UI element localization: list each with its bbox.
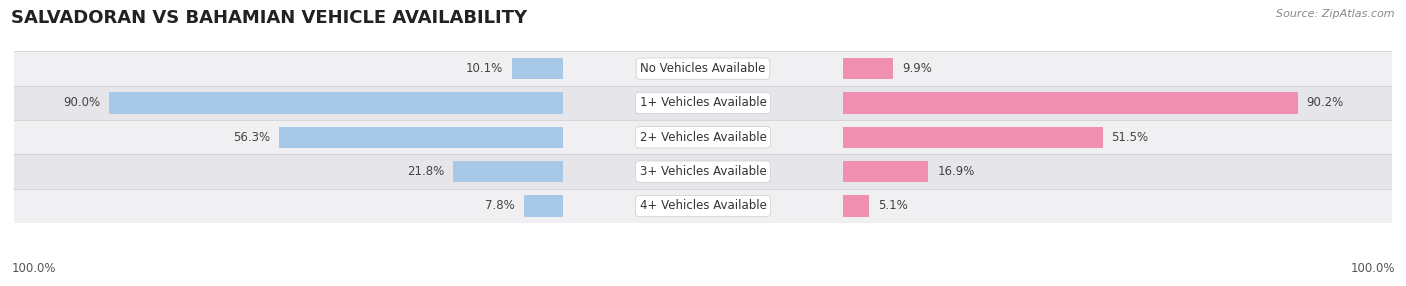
Text: 90.2%: 90.2% — [1306, 96, 1344, 110]
Text: 9.9%: 9.9% — [901, 62, 932, 75]
Text: 16.9%: 16.9% — [938, 165, 974, 178]
Bar — [14, 86, 1392, 120]
Text: 100.0%: 100.0% — [1350, 262, 1395, 275]
Text: 7.8%: 7.8% — [485, 199, 515, 212]
Text: 5.1%: 5.1% — [877, 199, 907, 212]
Text: 2+ Vehicles Available: 2+ Vehicles Available — [640, 131, 766, 144]
Bar — [453, 161, 562, 182]
Bar — [14, 120, 1392, 154]
Bar — [512, 58, 562, 79]
Text: 90.0%: 90.0% — [63, 96, 100, 110]
Bar — [14, 189, 1392, 223]
Bar — [14, 154, 1392, 189]
Text: SALVADORAN VS BAHAMIAN VEHICLE AVAILABILITY: SALVADORAN VS BAHAMIAN VEHICLE AVAILABIL… — [11, 9, 527, 27]
Bar — [844, 195, 869, 217]
Text: 56.3%: 56.3% — [233, 131, 270, 144]
Bar — [844, 92, 1298, 114]
Bar — [844, 127, 1102, 148]
Bar — [110, 92, 562, 114]
Text: 51.5%: 51.5% — [1112, 131, 1149, 144]
Text: 100.0%: 100.0% — [11, 262, 56, 275]
Text: 4+ Vehicles Available: 4+ Vehicles Available — [640, 199, 766, 212]
Text: 1+ Vehicles Available: 1+ Vehicles Available — [640, 96, 766, 110]
Bar — [523, 195, 562, 217]
Text: 10.1%: 10.1% — [465, 62, 503, 75]
Legend: Salvadoran, Bahamian: Salvadoran, Bahamian — [609, 283, 797, 286]
Bar — [844, 58, 893, 79]
Bar — [280, 127, 562, 148]
Bar — [844, 161, 928, 182]
Text: 21.8%: 21.8% — [406, 165, 444, 178]
Text: No Vehicles Available: No Vehicles Available — [640, 62, 766, 75]
Text: 3+ Vehicles Available: 3+ Vehicles Available — [640, 165, 766, 178]
Text: Source: ZipAtlas.com: Source: ZipAtlas.com — [1277, 9, 1395, 19]
Bar — [14, 51, 1392, 86]
